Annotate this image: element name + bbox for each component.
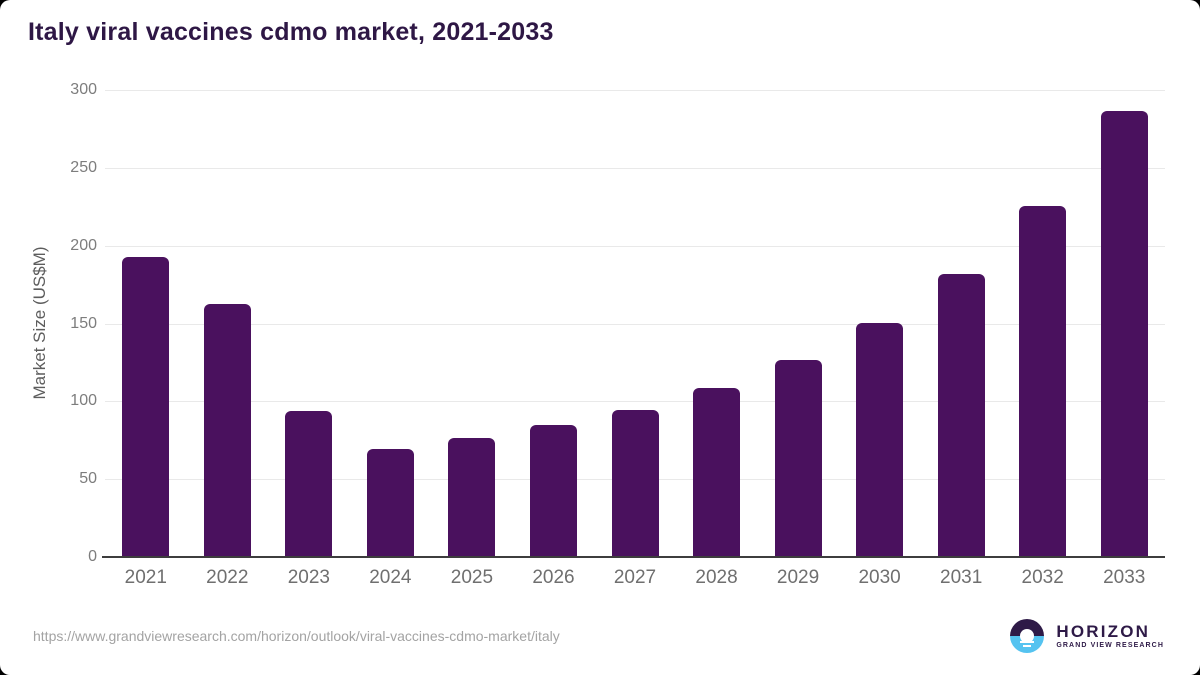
logo-tagline: GRAND VIEW RESEARCH: [1056, 642, 1164, 649]
bar-2025: [448, 437, 496, 556]
horizon-sunset-icon: [1010, 619, 1045, 653]
gridline-250: [105, 167, 1165, 169]
y-tick-label-0: 0: [88, 548, 97, 565]
bar-2028: [693, 387, 741, 556]
y-tick-label-250: 250: [70, 158, 97, 176]
x-tick-label-2021: 2021: [124, 567, 167, 588]
bar-2022: [203, 303, 251, 556]
bar-2032: [1019, 205, 1067, 556]
bar-2026: [529, 425, 577, 556]
y-axis-labels: 0 50 100 150 200 250 300: [0, 81, 97, 565]
y-tick-label-300: 300: [70, 81, 97, 98]
x-tick-label-2023: 2023: [287, 567, 330, 588]
x-tick-label-2029: 2029: [776, 567, 820, 588]
bar-2024: [366, 448, 414, 556]
ripple-shape: [1020, 641, 1035, 643]
y-tick-label-50: 50: [79, 470, 97, 488]
bar-2027: [611, 409, 659, 556]
gridline-300: [105, 90, 1165, 91]
gridline-100: [105, 401, 1165, 403]
gridline-200: [105, 245, 1165, 247]
bar-2021: [122, 257, 170, 556]
y-tick-label-100: 100: [70, 392, 97, 410]
horizon-logo: HORIZON GRAND VIEW RESEARCH: [1010, 617, 1164, 655]
x-tick-label-2026: 2026: [532, 567, 575, 588]
logo-brand: HORIZON: [1056, 622, 1151, 641]
bar-2029: [774, 359, 822, 556]
bar-2023: [285, 411, 333, 556]
x-axis-baseline: [102, 556, 1165, 558]
gridline-150: [105, 323, 1165, 325]
chart-title: Italy viral vaccines cdmo market, 2021-2…: [28, 18, 554, 46]
y-tick-label-200: 200: [70, 236, 97, 254]
x-tick-label-2032: 2032: [1021, 567, 1064, 588]
bar-2030: [856, 322, 904, 556]
logo-text: HORIZON GRAND VIEW RESEARCH: [1056, 622, 1164, 650]
sun-shape: [1020, 629, 1035, 643]
x-tick-label-2027: 2027: [613, 567, 657, 588]
y-tick-label-150: 150: [70, 314, 97, 332]
x-tick-label-2033: 2033: [1103, 567, 1146, 588]
bar-2031: [937, 274, 985, 556]
source-url: https://www.grandviewresearch.com/horizo…: [33, 628, 560, 644]
x-tick-label-2024: 2024: [369, 567, 412, 588]
x-tick-label-2030: 2030: [858, 567, 901, 588]
plot-area: [102, 90, 1165, 558]
x-tick-label-2022: 2022: [206, 567, 249, 588]
x-axis-labels: 2021 2022 2023 2024 2025 2026 2027 2028 2029 2030…: [105, 567, 1165, 595]
x-tick-label-2028: 2028: [695, 567, 738, 588]
x-tick-label-2031: 2031: [940, 567, 983, 588]
x-tick-label-2025: 2025: [450, 567, 494, 588]
bar-2033: [1100, 110, 1148, 556]
ripple-shape: [1023, 645, 1032, 647]
